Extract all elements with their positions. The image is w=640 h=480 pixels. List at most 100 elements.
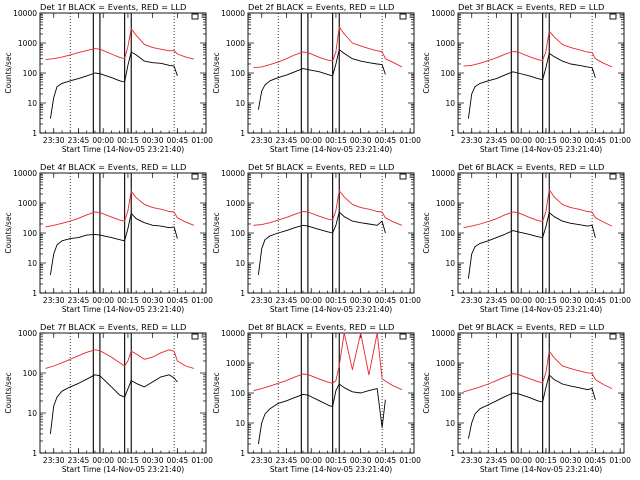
y-axis-label: Counts/sec (4, 372, 13, 413)
y-axis-label: Counts/sec (4, 52, 13, 93)
x-tick-label: 23:30 (43, 136, 65, 145)
x-tick-label: 00:45 (167, 296, 189, 305)
lld-rate-line (253, 26, 403, 69)
x-tick-label: 00:15 (325, 136, 347, 145)
corner-box-marker (399, 173, 407, 180)
y-tick-label: 10 (445, 259, 455, 268)
chart-panel-5: Det 5f BLACK = Events, RED = LLD 1 10 100 10… (212, 162, 421, 314)
x-tick-label: 00:15 (117, 136, 139, 145)
y-tick-label: 10 (235, 259, 245, 268)
x-tick-label: 23:30 (461, 136, 483, 145)
y-tick-label: 100 (441, 69, 456, 78)
y-axis-label: Counts/sec (422, 52, 431, 93)
chart-panel-2: Det 2f BLACK = Events, RED = LLD 1 10 100 10… (212, 2, 421, 154)
y-tick-label: 1000 (18, 39, 37, 48)
y-tick-label: 1 (240, 449, 245, 458)
x-tick-label: 23:30 (251, 136, 273, 145)
y-tick-label: 100 (441, 229, 456, 238)
plot-frame (39, 12, 207, 134)
x-tick-label: 01:00 (609, 296, 631, 305)
x-tick-label: 00:15 (117, 296, 139, 305)
x-tick-label: 23:45 (276, 136, 298, 145)
x-tick-label: 01:00 (399, 456, 421, 465)
x-tick-label: 00:45 (375, 136, 397, 145)
x-tick-label: 23:30 (461, 456, 483, 465)
events-rate-line (257, 383, 386, 445)
y-tick-label: 10 (27, 259, 37, 268)
x-tick-label: 00:45 (167, 456, 189, 465)
lld-rate-line (253, 190, 403, 226)
x-tick-label: 00:30 (560, 136, 582, 145)
x-tick-label: 00:00 (300, 456, 322, 465)
x-tick-label: 01:00 (191, 136, 213, 145)
y-tick-label: 100 (441, 389, 456, 398)
events-rate-line (467, 52, 596, 119)
chart-panel-6: Det 6f BLACK = Events, RED = LLD 1 10 100 10… (422, 162, 631, 314)
corner-box-marker (399, 333, 407, 340)
y-axis-label: Counts/sec (422, 212, 431, 253)
x-tick-label: 00:30 (142, 296, 164, 305)
y-tick-label: 100 (23, 369, 38, 378)
y-tick-label: 100 (231, 69, 246, 78)
x-tick-label: 00:45 (167, 136, 189, 145)
y-axis-label: Counts/sec (422, 372, 431, 413)
events-rate-line (467, 374, 596, 439)
x-tick-label: 23:45 (486, 136, 508, 145)
chart-title: Det 6f BLACK = Events, RED = LLD (458, 162, 604, 172)
chart-panel-3: Det 3f BLACK = Events, RED = LLD 1 10 100 10… (422, 2, 631, 154)
corner-box-marker (191, 173, 199, 180)
x-axis-title: Start Time (14-Nov-05 23:21:40) (62, 305, 184, 314)
y-tick-label: 1000 (226, 359, 245, 368)
x-tick-label: 23:45 (276, 296, 298, 305)
y-axis-label: Counts/sec (4, 212, 13, 253)
x-tick-label: 23:45 (68, 456, 90, 465)
x-tick-label: 00:45 (585, 136, 607, 145)
lld-rate-line (463, 189, 613, 229)
y-tick-label: 1 (32, 129, 37, 138)
x-tick-label: 00:15 (325, 296, 347, 305)
y-tick-label: 10000 (221, 169, 245, 178)
x-tick-label: 01:00 (399, 136, 421, 145)
y-tick-label: 10 (235, 419, 245, 428)
x-tick-label: 00:00 (510, 456, 532, 465)
x-tick-label: 23:30 (43, 296, 65, 305)
chart-title: Det 4f BLACK = Events, RED = LLD (40, 162, 186, 172)
y-tick-label: 1 (240, 289, 245, 298)
x-tick-label: 00:15 (535, 456, 557, 465)
y-tick-label: 10000 (221, 329, 245, 338)
chart-title: Det 1f BLACK = Events, RED = LLD (40, 2, 186, 12)
x-tick-label: 00:30 (560, 296, 582, 305)
x-axis-title: Start Time (14-Nov-05 23:21:40) (480, 145, 602, 154)
y-tick-label: 10 (445, 99, 455, 108)
events-rate-line (467, 212, 596, 279)
y-tick-label: 100 (23, 229, 38, 238)
x-tick-label: 01:00 (191, 456, 213, 465)
corner-box-marker (609, 173, 617, 180)
x-tick-label: 00:00 (300, 136, 322, 145)
lld-rate-line (45, 349, 195, 369)
y-tick-label: 1 (450, 289, 455, 298)
x-axis-title: Start Time (14-Nov-05 23:21:40) (480, 465, 602, 474)
x-tick-label: 23:30 (251, 296, 273, 305)
y-tick-label: 1000 (436, 359, 455, 368)
lld-rate-line (45, 190, 195, 228)
chart-title: Det 9f BLACK = Events, RED = LLD (458, 322, 604, 332)
plot-frame (39, 332, 207, 454)
y-tick-label: 1 (32, 289, 37, 298)
corner-box-marker (191, 333, 199, 340)
x-tick-label: 00:15 (535, 296, 557, 305)
x-axis-title: Start Time (14-Nov-05 23:21:40) (62, 465, 184, 474)
plot-frame (247, 332, 415, 454)
y-tick-label: 1000 (436, 199, 455, 208)
y-tick-label: 10 (445, 419, 455, 428)
x-tick-label: 00:30 (350, 456, 372, 465)
x-tick-label: 00:30 (142, 136, 164, 145)
plot-frame (247, 12, 415, 134)
x-axis-title: Start Time (14-Nov-05 23:21:40) (480, 305, 602, 314)
y-tick-label: 1 (450, 129, 455, 138)
chart-panel-8: Det 8f BLACK = Events, RED = LLD 1 10 100 10… (212, 322, 421, 474)
chart-title: Det 8f BLACK = Events, RED = LLD (248, 322, 394, 332)
lld-rate-line (45, 28, 195, 61)
y-tick-label: 10000 (431, 169, 455, 178)
plot-frame (457, 332, 625, 454)
